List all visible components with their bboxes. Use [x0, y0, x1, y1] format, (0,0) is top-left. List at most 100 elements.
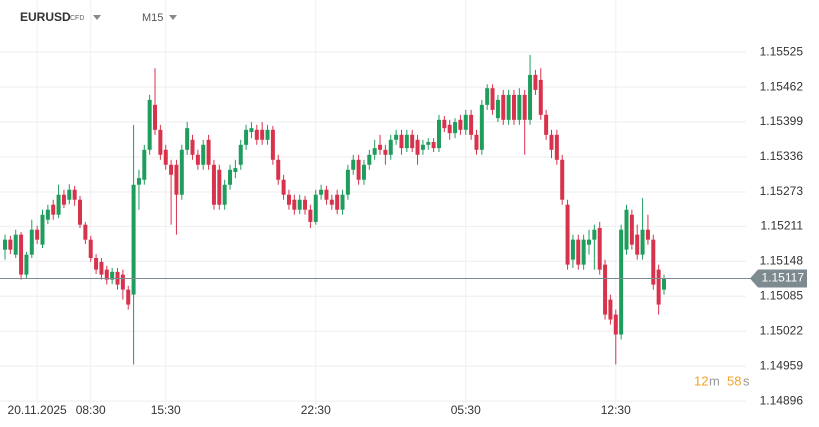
candle-body: [286, 194, 291, 205]
candle-body: [94, 257, 99, 270]
candle-body: [474, 134, 479, 150]
candle-body: [249, 128, 254, 133]
y-tick-label: 1.15336: [760, 149, 804, 163]
dropdown-arrow[interactable]: [169, 15, 177, 20]
symbol[interactable]: EURUSD: [20, 10, 71, 24]
candle-body: [645, 229, 650, 240]
candle-body: [83, 224, 88, 240]
candle-body: [410, 134, 415, 149]
x-tick-label: 12:30: [601, 403, 631, 417]
candle-body: [136, 178, 141, 185]
candle-body: [581, 239, 586, 265]
candle-body: [142, 149, 147, 180]
candle-body: [442, 119, 447, 129]
candle-body: [270, 129, 275, 160]
candle-body: [45, 209, 50, 220]
candle-body: [549, 134, 554, 150]
instrument: CFD: [70, 15, 84, 22]
candle-body: [308, 209, 313, 222]
y-tick-label: 1.14959: [760, 358, 804, 372]
candle-body: [335, 194, 340, 210]
candle-body: [313, 194, 318, 222]
candle-body: [597, 228, 602, 270]
candle-body: [324, 189, 329, 200]
candle-body: [265, 129, 270, 140]
x-tick-label: 15:30: [151, 403, 181, 417]
timeframe[interactable]: M15: [142, 12, 163, 24]
candle-body: [29, 229, 34, 255]
candle-body: [35, 229, 40, 240]
candle-body: [351, 159, 356, 170]
candle-body: [463, 114, 468, 130]
y-tick-label: 1.14896: [760, 393, 804, 407]
candle-body: [169, 164, 174, 175]
candle-body: [217, 169, 222, 205]
candle-body: [228, 169, 233, 185]
candle-body: [13, 234, 18, 255]
candle-body: [560, 159, 565, 200]
candle-body: [201, 144, 206, 165]
candle-body: [554, 134, 559, 160]
candle-body: [195, 154, 200, 165]
candle-body: [356, 159, 361, 180]
candle-body: [8, 239, 13, 250]
candle-body: [544, 114, 549, 135]
candle-body: [340, 194, 345, 210]
candle-body: [656, 269, 661, 305]
candle-body: [174, 164, 179, 195]
candle-body: [3, 239, 7, 250]
candle-body: [629, 214, 634, 245]
candle-body: [238, 144, 243, 165]
candle-body: [88, 239, 93, 258]
dropdown-arrow[interactable]: [93, 15, 101, 20]
candle-body: [458, 119, 463, 130]
candle-body: [479, 104, 484, 150]
last-price-tag: [750, 269, 807, 288]
candle-body: [635, 234, 640, 255]
candle-body: [206, 139, 211, 165]
candle-body: [436, 119, 441, 149]
candle-body: [78, 199, 83, 225]
candle-body: [276, 159, 281, 180]
candle-body: [67, 189, 72, 200]
candle-body: [345, 169, 350, 195]
candle-body: [378, 144, 383, 150]
candle-body: [624, 209, 629, 250]
candle-body: [147, 99, 152, 150]
candle-body: [533, 74, 538, 90]
candle-body: [233, 168, 238, 172]
y-tick-label: 1.15399: [760, 114, 804, 128]
x-tick-label: 22:30: [301, 403, 331, 417]
candle-body: [608, 299, 613, 320]
candle-body: [367, 154, 372, 165]
candle-body: [528, 74, 533, 120]
candle-body: [104, 269, 109, 280]
candle-body: [394, 134, 399, 140]
candle-body: [51, 204, 56, 215]
candle-body: [40, 214, 45, 245]
candle-body: [431, 142, 436, 149]
y-tick-label: 1.15211: [761, 219, 804, 233]
countdown-seconds: 58: [727, 373, 741, 388]
candle-body: [570, 239, 575, 260]
candle-body: [163, 149, 168, 165]
candle-body: [61, 194, 66, 205]
candle-body: [485, 88, 490, 105]
candle-body: [244, 129, 249, 145]
candle-body: [592, 229, 597, 240]
candle-body: [361, 164, 366, 180]
candle-body: [426, 142, 431, 145]
candle-body: [260, 129, 265, 140]
candle-body: [19, 234, 24, 275]
x-tick-label: 08:30: [76, 403, 106, 417]
y-tick-label: 1.15525: [760, 44, 804, 58]
candle-body: [190, 139, 195, 155]
x-tick-label: 20.11.2025: [8, 403, 67, 417]
candle-body: [517, 94, 522, 120]
candle-body: [576, 239, 581, 265]
y-tick-label: 1.15148: [760, 253, 804, 267]
candle-body: [603, 264, 608, 315]
candle-body: [292, 199, 297, 210]
